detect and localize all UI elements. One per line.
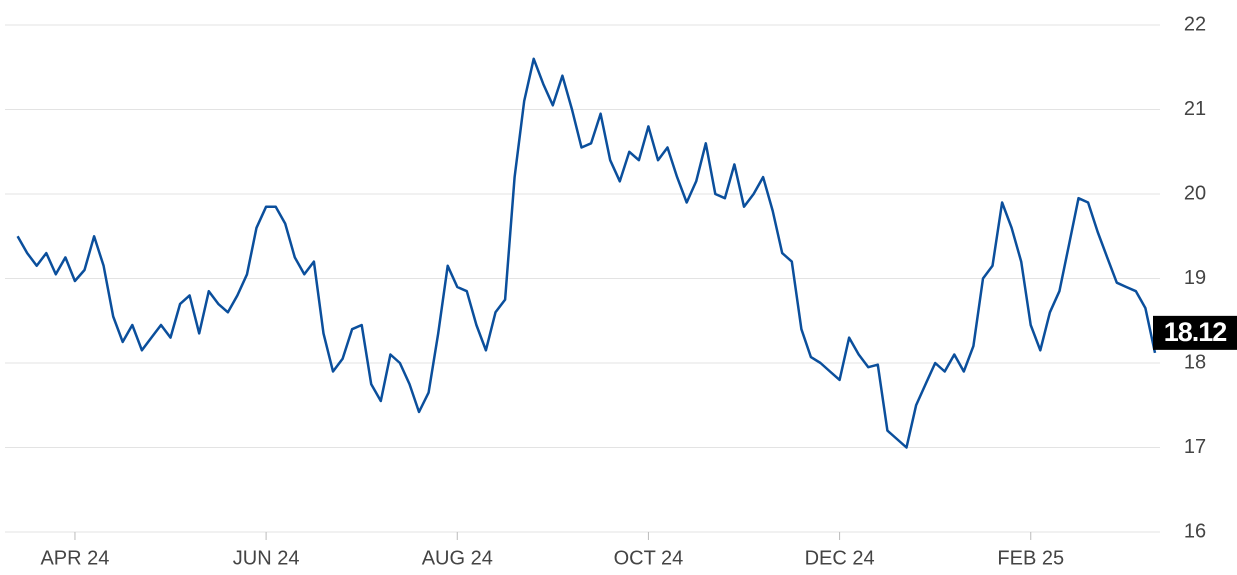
last-value-box	[1153, 315, 1237, 350]
price-line	[16, 57, 1157, 449]
y-tick-label: 16	[1184, 520, 1206, 542]
x-tick-label: JUN 24	[233, 547, 300, 569]
x-tick-label: DEC 24	[805, 547, 875, 569]
x-tick-label: APR 24	[40, 547, 109, 569]
y-tick-label: 22	[1184, 13, 1206, 35]
y-tick-label: 19	[1184, 267, 1206, 289]
y-tick-label: 20	[1184, 182, 1206, 204]
y-tick-label: 17	[1184, 436, 1206, 458]
x-tick-label: OCT 24	[614, 547, 684, 569]
y-tick-label: 21	[1184, 98, 1206, 120]
last-value-badge: 18.12	[1153, 315, 1237, 350]
last-value-label: 18.12	[1164, 317, 1227, 347]
x-tick-label: AUG 24	[422, 547, 493, 569]
y-tick-label: 18	[1184, 351, 1206, 373]
x-tick-label: FEB 25	[997, 547, 1064, 569]
